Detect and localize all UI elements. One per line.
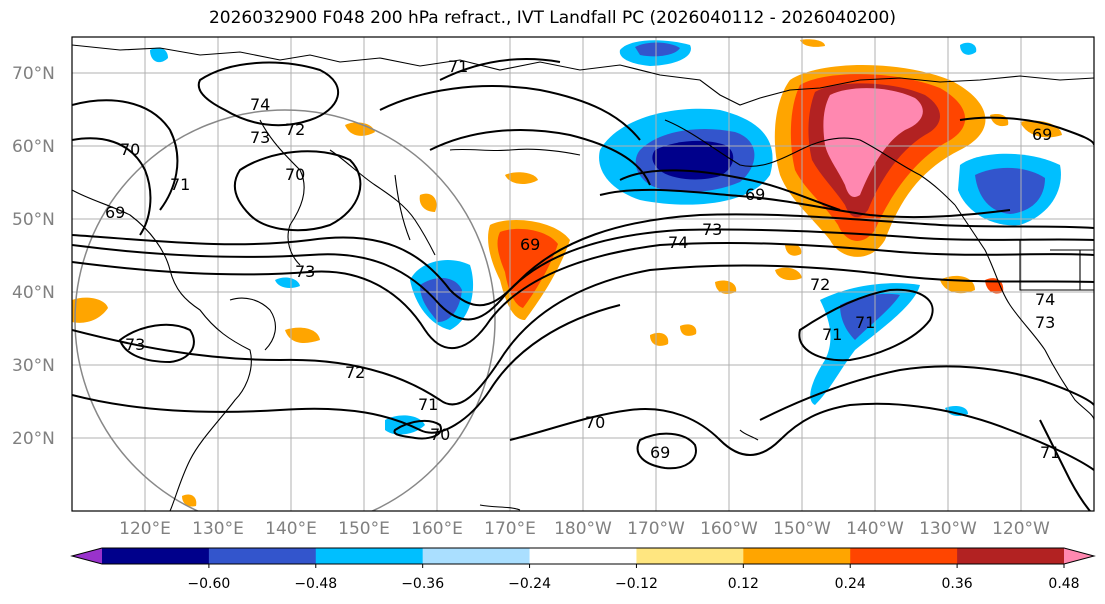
colorbar-bin	[636, 548, 744, 564]
lat-label: 30°N	[12, 356, 55, 376]
map-title: 2026032900 F048 200 hPa refract., IVT La…	[208, 8, 896, 28]
lat-label: 70°N	[12, 64, 55, 84]
contour-label: 73	[702, 220, 722, 239]
colorbar-bin	[529, 548, 637, 564]
colorbar-tick-label: 0.48	[1048, 576, 1079, 592]
colorbar-bin	[208, 548, 317, 564]
contour-label: 71	[855, 313, 875, 332]
contour-label: 72	[285, 120, 305, 139]
colorbar-bin	[102, 548, 210, 564]
lon-label: 140°W	[846, 519, 904, 539]
colorbar-extend-high	[1064, 548, 1094, 564]
colorbar-bin	[743, 548, 851, 564]
contour-label: 71	[170, 175, 190, 194]
contour-label: 72	[810, 275, 830, 294]
contour-label: 69	[745, 185, 765, 204]
lat-label: 20°N	[12, 429, 55, 449]
contour-label: 70	[585, 413, 605, 432]
colorbar-bin	[422, 548, 531, 564]
gridlines	[72, 37, 1094, 511]
colorbar-outline	[70, 547, 1096, 565]
lon-label: 130°W	[919, 519, 977, 539]
colorbar-tick-label: −0.12	[615, 576, 658, 592]
contour-label: 71	[448, 57, 468, 76]
contour-label: 73	[1035, 313, 1055, 332]
contour-label: 70	[120, 140, 140, 159]
lon-label: 150°E	[338, 519, 390, 539]
contour-label: 72	[345, 363, 365, 382]
contour-label: 74	[250, 95, 270, 114]
colorbar-tick-label: 0.12	[728, 576, 759, 592]
reference-circle	[74, 109, 496, 511]
contour-label: 74	[1035, 290, 1055, 309]
contour-label: 69	[520, 235, 540, 254]
lat-label: 50°N	[12, 210, 55, 230]
colorbar-tick-label: −0.48	[294, 576, 337, 592]
colorbar-tick-label: 0.36	[942, 576, 973, 592]
contour-label: 73	[250, 128, 270, 147]
map-frame	[71, 36, 1095, 512]
colorbar-bin	[957, 548, 1065, 564]
contour-label: 69	[105, 203, 125, 222]
colorbar-extend-low	[72, 548, 102, 564]
lon-label: 180°W	[554, 519, 612, 539]
map-layers: 74 73 72 71 70 69 69 70 71 73 69 69 74 7…	[72, 37, 1094, 511]
contour-label: 71	[1040, 443, 1060, 462]
lon-label: 120°W	[992, 519, 1050, 539]
lon-label: 130°E	[192, 519, 244, 539]
contour-label: 70	[430, 425, 450, 444]
colorbar-bin	[850, 548, 958, 564]
lon-label: 170°E	[484, 519, 536, 539]
lon-label: 140°E	[265, 519, 317, 539]
colorbar-bin	[315, 548, 424, 564]
contour-label: 69	[1032, 125, 1052, 144]
colorbar-tick-label: −0.24	[508, 576, 551, 592]
contour-label: 71	[822, 325, 842, 344]
colorbar: −0.60 −0.48 −0.36 −0.24 −0.12 0.12 0.24 0.36 0.4…	[70, 547, 1096, 592]
lon-label: 160°W	[700, 519, 758, 539]
lon-label: 150°W	[773, 519, 831, 539]
contour-label: 69	[650, 443, 670, 462]
lon-label: 120°E	[119, 519, 171, 539]
lat-label: 40°N	[12, 283, 55, 303]
contour-label: 71	[418, 395, 438, 414]
colorbar-tick-label: −0.36	[401, 576, 444, 592]
refractivity-contours	[72, 58, 1094, 511]
lon-label: 160°E	[411, 519, 463, 539]
lon-label: 170°W	[627, 519, 685, 539]
lat-label: 60°N	[12, 137, 55, 157]
contour-label: 74	[668, 233, 688, 252]
contour-label-group: 74 73 72 71 70 69 69 70 71 73 69 69 74 7…	[105, 57, 1060, 462]
contour-label: 70	[285, 165, 305, 184]
colorbar-tick-label: 0.24	[835, 576, 866, 592]
contour-label: 73	[295, 262, 315, 281]
colorbar-tick-label: −0.60	[187, 576, 230, 592]
contour-label: 73	[125, 335, 145, 354]
longitude-labels: 120°E 130°E 140°E 150°E 160°E 170°E 180°…	[119, 519, 1050, 539]
latitude-labels: 70°N 60°N 50°N 40°N 30°N 20°N	[12, 64, 55, 449]
coastlines	[72, 44, 1094, 511]
